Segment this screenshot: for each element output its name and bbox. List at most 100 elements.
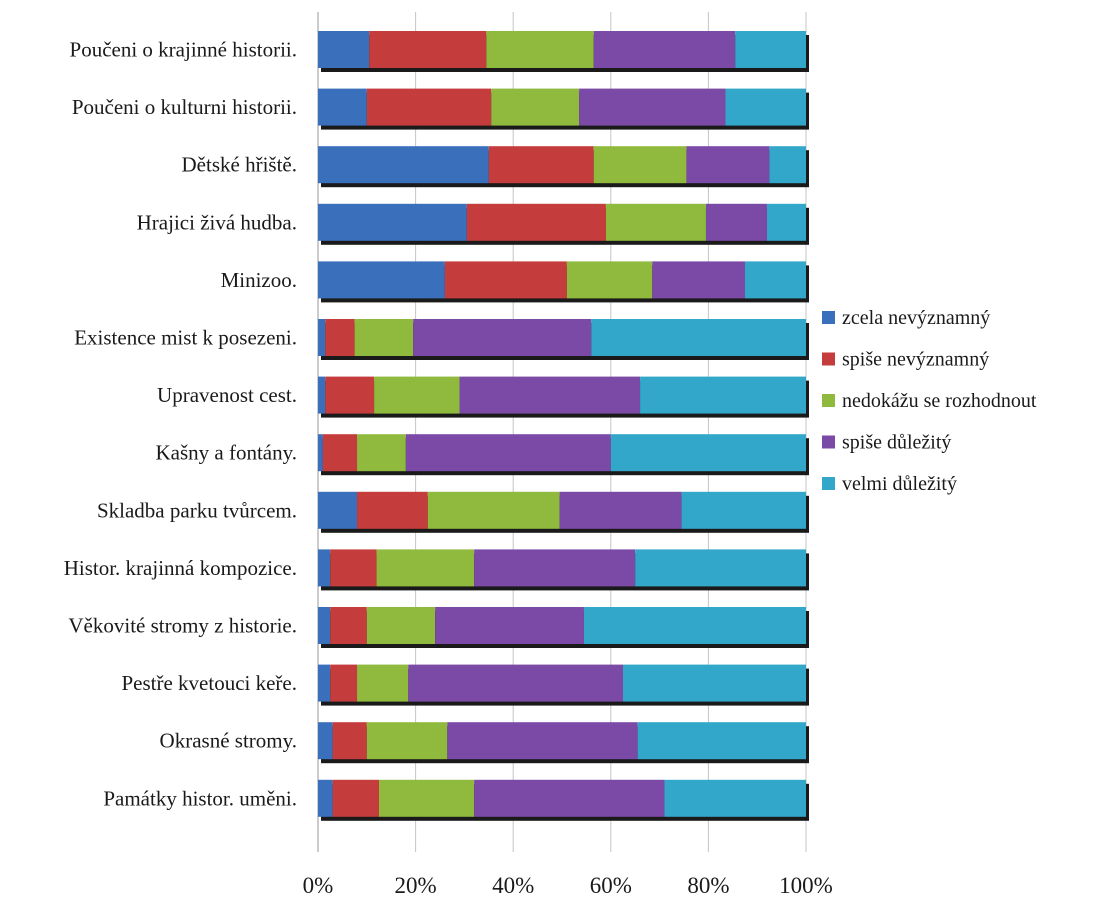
category-label: Okrasné stromy. bbox=[160, 729, 297, 753]
bar-segment bbox=[318, 779, 333, 817]
bar-segment bbox=[322, 434, 358, 472]
bar-segment bbox=[376, 549, 475, 587]
bar-segment bbox=[427, 491, 560, 529]
bar-segment bbox=[332, 722, 367, 760]
bar-segment bbox=[681, 491, 806, 529]
bar-segment bbox=[605, 203, 706, 241]
bar-segment bbox=[318, 31, 370, 68]
legend-swatch bbox=[822, 435, 835, 449]
category-label: Existence mist k posezeni. bbox=[74, 326, 297, 350]
bar-segment bbox=[466, 203, 606, 241]
bar-segment bbox=[474, 549, 636, 587]
bar-segment bbox=[325, 376, 375, 414]
legend-label: nedokážu se rozhodnout bbox=[842, 390, 1037, 412]
bar-segment bbox=[686, 146, 770, 184]
x-tick-label: 0% bbox=[303, 873, 334, 898]
legend-label: spiše nevýznamný bbox=[842, 349, 989, 371]
bar-segment bbox=[330, 549, 377, 587]
bar-segment bbox=[354, 319, 414, 356]
category-label: Upravenost cest. bbox=[157, 383, 297, 407]
bar-segment bbox=[366, 607, 436, 644]
legend-swatch bbox=[822, 394, 835, 407]
x-tick-label: 100% bbox=[779, 873, 833, 898]
x-tick-label: 20% bbox=[395, 873, 437, 898]
bar-segment bbox=[593, 31, 736, 68]
bar-segment bbox=[593, 146, 687, 184]
category-label: Dětské hřiště. bbox=[182, 153, 297, 177]
category-label: Věkovité stromy z historie. bbox=[68, 614, 297, 638]
legend-label: zcela nevýznamný bbox=[842, 307, 990, 329]
bar-segment bbox=[635, 549, 806, 587]
bar-segment bbox=[745, 261, 806, 299]
bar-segment bbox=[357, 664, 409, 702]
bar-segment bbox=[623, 664, 806, 702]
bar-segment bbox=[766, 203, 806, 241]
bar-segment bbox=[486, 31, 594, 68]
bar-segment bbox=[664, 779, 806, 817]
bar-segment bbox=[318, 491, 358, 529]
bar-segment bbox=[610, 434, 806, 472]
category-label: Skladba parku tvůrcem. bbox=[97, 498, 297, 522]
category-label: Památky histor. uměni. bbox=[103, 786, 297, 810]
bar-segment bbox=[318, 88, 367, 126]
bar-segment bbox=[332, 779, 379, 817]
category-label: Poučeni o kulturni historii. bbox=[72, 95, 297, 119]
bar-segment bbox=[769, 146, 806, 184]
category-label: Histor. krajinná kompozice. bbox=[64, 556, 297, 580]
bar-segment bbox=[318, 376, 326, 414]
legend-swatch bbox=[822, 311, 835, 324]
legend-label: velmi důležitý bbox=[842, 473, 957, 495]
x-axis-ticks: 0% 20% 40% 60% 80% 100% bbox=[303, 873, 833, 898]
bar-segment bbox=[566, 261, 653, 299]
bar-segment bbox=[318, 664, 331, 702]
bar-segment bbox=[583, 607, 806, 644]
category-labels: Poučeni o krajinné historii. Poučeni o ku… bbox=[64, 38, 297, 811]
bar-segment bbox=[491, 88, 580, 126]
bar-segment bbox=[488, 146, 594, 184]
bar-segment bbox=[640, 376, 806, 414]
bar-segment bbox=[637, 722, 806, 760]
bars bbox=[318, 31, 809, 821]
bar-segment bbox=[408, 664, 623, 702]
legend-label: spiše důležitý bbox=[842, 432, 951, 454]
bar-segment bbox=[652, 261, 745, 299]
bar-segment bbox=[474, 779, 665, 817]
bar-segment bbox=[405, 434, 611, 472]
bar-segment bbox=[318, 146, 489, 184]
bar-segment bbox=[318, 434, 323, 472]
bar-segment bbox=[579, 88, 726, 126]
bar-segment bbox=[413, 319, 592, 356]
bar-segment bbox=[318, 203, 467, 241]
category-label: Kašny a fontány. bbox=[155, 441, 297, 465]
legend-swatch bbox=[822, 352, 835, 366]
bar-segment bbox=[459, 376, 641, 414]
bar-segment bbox=[330, 664, 358, 702]
bar-segment bbox=[559, 491, 682, 529]
category-label: Hrajici živá hudba. bbox=[137, 210, 297, 234]
bar-segment bbox=[447, 722, 638, 760]
bar-segment bbox=[735, 31, 806, 68]
bar-segment bbox=[705, 203, 767, 241]
legend-swatch bbox=[822, 477, 835, 490]
bar-segment bbox=[366, 722, 448, 760]
bar-segment bbox=[357, 434, 406, 472]
bar-segment bbox=[318, 722, 333, 760]
bar-segment bbox=[591, 319, 806, 356]
bar-segment bbox=[318, 549, 331, 587]
bar-segment bbox=[444, 261, 567, 299]
category-label: Minizoo. bbox=[221, 268, 297, 292]
bar-segment bbox=[366, 88, 492, 126]
bar-segment bbox=[379, 779, 475, 817]
category-label: Pestře kvetouci keře. bbox=[121, 671, 297, 695]
bar-segment bbox=[369, 31, 487, 68]
x-tick-label: 80% bbox=[687, 873, 729, 898]
bar-segment bbox=[318, 319, 326, 356]
bar-segment bbox=[435, 607, 584, 644]
bar-segment bbox=[325, 319, 355, 356]
bar-segment bbox=[330, 607, 367, 644]
category-label: Poučeni o krajinné historii. bbox=[70, 38, 297, 62]
bar-segment bbox=[357, 491, 428, 529]
x-tick-label: 40% bbox=[492, 873, 534, 898]
